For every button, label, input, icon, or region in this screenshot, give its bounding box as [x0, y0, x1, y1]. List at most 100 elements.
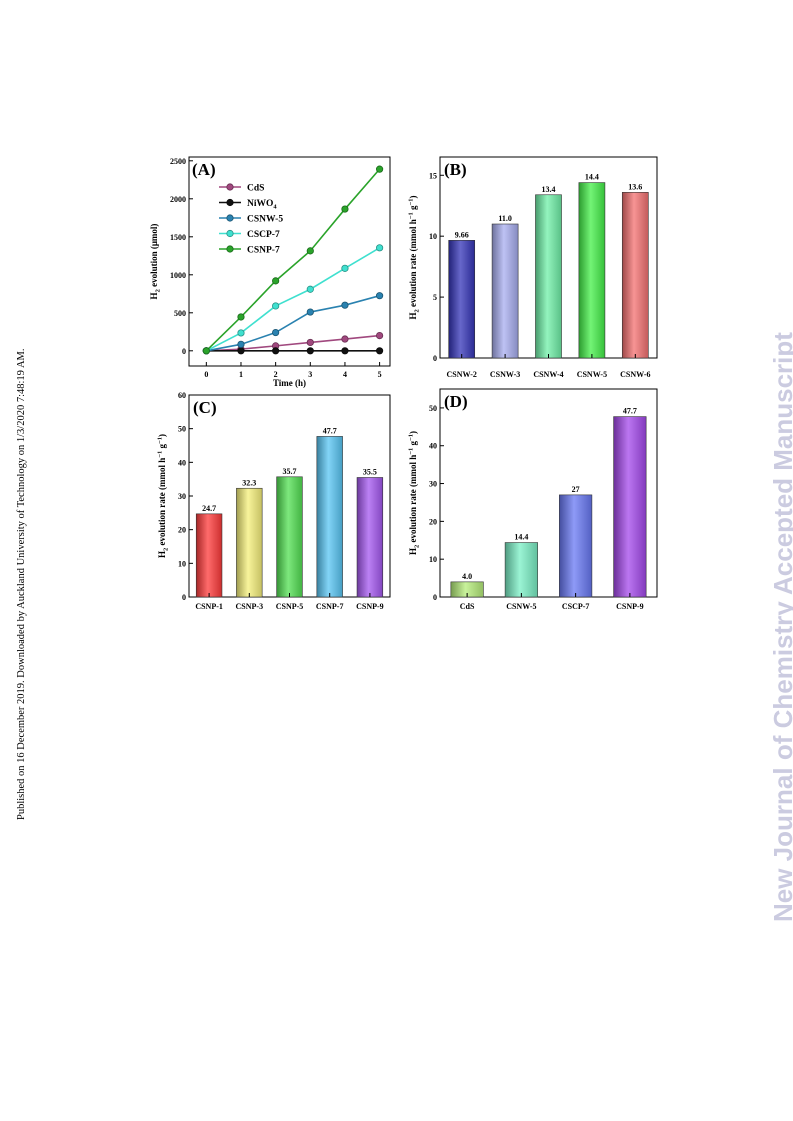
data-point: [376, 165, 384, 173]
legend-marker: [226, 245, 234, 253]
legend-entry: CSNP-7: [219, 245, 280, 256]
legend-label: CSCP-7: [247, 230, 280, 240]
x-tick-label: CSNP-7: [316, 602, 344, 611]
y-tick-label: 50: [429, 404, 437, 413]
y-axis-label: H2 evolution rate (mmol h−1 g−1): [157, 434, 170, 558]
y-tick-label: 20: [429, 517, 437, 526]
x-tick-label: CSNW-2: [447, 370, 477, 379]
series-line: [205, 247, 381, 352]
legend-marker: [226, 229, 234, 238]
bar-csnp-9: [356, 477, 384, 598]
data-label: 13.6: [628, 182, 642, 191]
legend-label: NiWO4: [247, 199, 277, 211]
legend-label: CSNW-5: [247, 215, 283, 225]
y-tick-label: 0: [182, 593, 186, 602]
y-tick-label: 5: [433, 293, 437, 302]
y-tick-label: 1000: [170, 271, 186, 280]
bar-csnp-5: [276, 476, 303, 598]
bar-csnw-5: [504, 542, 538, 598]
data-point: [306, 285, 314, 293]
y-tick-label: 20: [178, 526, 186, 535]
y-axis-label: H2 evolution rate (mmol h−1 g−1): [408, 431, 421, 555]
bar-csnw-5: [578, 182, 606, 359]
data-point: [306, 308, 314, 316]
series-line: [206, 294, 380, 352]
panel-a: 0 500 1000 1500 2000 2500 0 1 2 3 4 5 Time (h) H2 evo…: [149, 156, 391, 388]
y-tick-label: 30: [429, 480, 437, 489]
series-line: [206, 334, 380, 352]
legend-entry: CSCP-7: [219, 229, 280, 240]
y-tick-label: 40: [178, 458, 186, 467]
bar-csnw-3: [491, 223, 519, 359]
bar-csnw-2: [448, 240, 476, 359]
data-point: [341, 335, 349, 343]
x-tick-label: CSNP-3: [236, 602, 264, 611]
data-point: [376, 292, 384, 300]
data-point: [237, 313, 245, 321]
data-point: [272, 277, 280, 285]
x-tick-label: 4: [343, 370, 347, 379]
data-label: 14.4: [514, 533, 528, 542]
data-point: [237, 340, 245, 348]
y-tick-label: 50: [178, 425, 186, 434]
x-tick-label: 5: [378, 370, 382, 379]
x-tick-label: CSNP-9: [616, 602, 644, 611]
data-label: 24.7: [202, 504, 216, 513]
panel-c: 0 10 20 30 40 50 60 24.7 CSNP-1 32.3 CSNP-3 35.7 CSN…: [157, 391, 391, 611]
x-tick-label: 0: [204, 370, 208, 379]
bar-csnp-1: [195, 513, 223, 598]
data-point: [341, 205, 349, 213]
bar-csnp-7: [316, 436, 343, 598]
x-tick-label: CSCP-7: [562, 602, 590, 611]
panel-label: (B): [444, 160, 467, 179]
data-label: 11.0: [498, 214, 512, 223]
y-axis-label: H2 evolution (μmol): [149, 224, 162, 300]
y-axis-label: H2 evolution rate (mmol h−1 g−1): [408, 196, 421, 320]
x-tick-label: CSNP-1: [195, 602, 223, 611]
series-csnp-7: [202, 165, 384, 355]
y-tick-label: 0: [433, 354, 437, 363]
y-tick-label: 10: [178, 559, 186, 568]
x-tick-label: 2: [274, 370, 278, 379]
x-tick-label: CSNP-9: [356, 602, 384, 611]
y-tick-label: 1500: [170, 233, 186, 242]
data-label: 35.7: [283, 467, 297, 476]
y-tick-label: 2000: [170, 195, 186, 204]
bar-csnp-3: [236, 487, 263, 598]
data-point: [272, 328, 280, 337]
data-label: 47.7: [623, 407, 637, 416]
y-tick-label: 500: [174, 309, 186, 318]
panel-label: (A): [192, 160, 216, 179]
y-tick-label: 10: [429, 232, 437, 241]
data-point: [341, 264, 349, 272]
data-point: [306, 347, 314, 355]
x-tick-label: CSNP-5: [276, 602, 304, 611]
data-point: [376, 244, 384, 252]
x-tick-label: CSNW-5: [506, 602, 536, 611]
x-tick-label: CSNW-4: [533, 370, 563, 379]
data-point: [376, 331, 384, 340]
data-label: 32.3: [242, 478, 256, 487]
data-label: 14.4: [585, 173, 599, 182]
x-axis-label: Time (h): [273, 378, 306, 388]
legend-entry: NiWO4: [219, 198, 277, 211]
legend-label: CSNP-7: [247, 246, 280, 256]
x-tick-label: CSNW-3: [490, 370, 520, 379]
legend-entry: CdS: [219, 183, 264, 194]
data-point: [341, 301, 349, 309]
series-niwo4: [202, 347, 384, 355]
data-point: [237, 347, 245, 355]
panel-label: (C): [193, 398, 217, 417]
y-tick-label: 10: [429, 555, 437, 564]
x-tick-label: 1: [239, 370, 243, 379]
data-point: [306, 338, 314, 347]
legend-marker: [226, 198, 234, 207]
y-tick-label: 0: [433, 593, 437, 602]
panel-b: 0 5 10 15 9.66 CSNW-2 11.0 CSNW-3 13.4 CSNW-4 14.4…: [408, 156, 658, 379]
data-label: 13.4: [542, 185, 556, 194]
data-point: [341, 347, 349, 355]
bar-csnw-6: [621, 192, 649, 359]
x-tick-label: CdS: [460, 602, 475, 611]
legend-marker: [226, 214, 234, 222]
